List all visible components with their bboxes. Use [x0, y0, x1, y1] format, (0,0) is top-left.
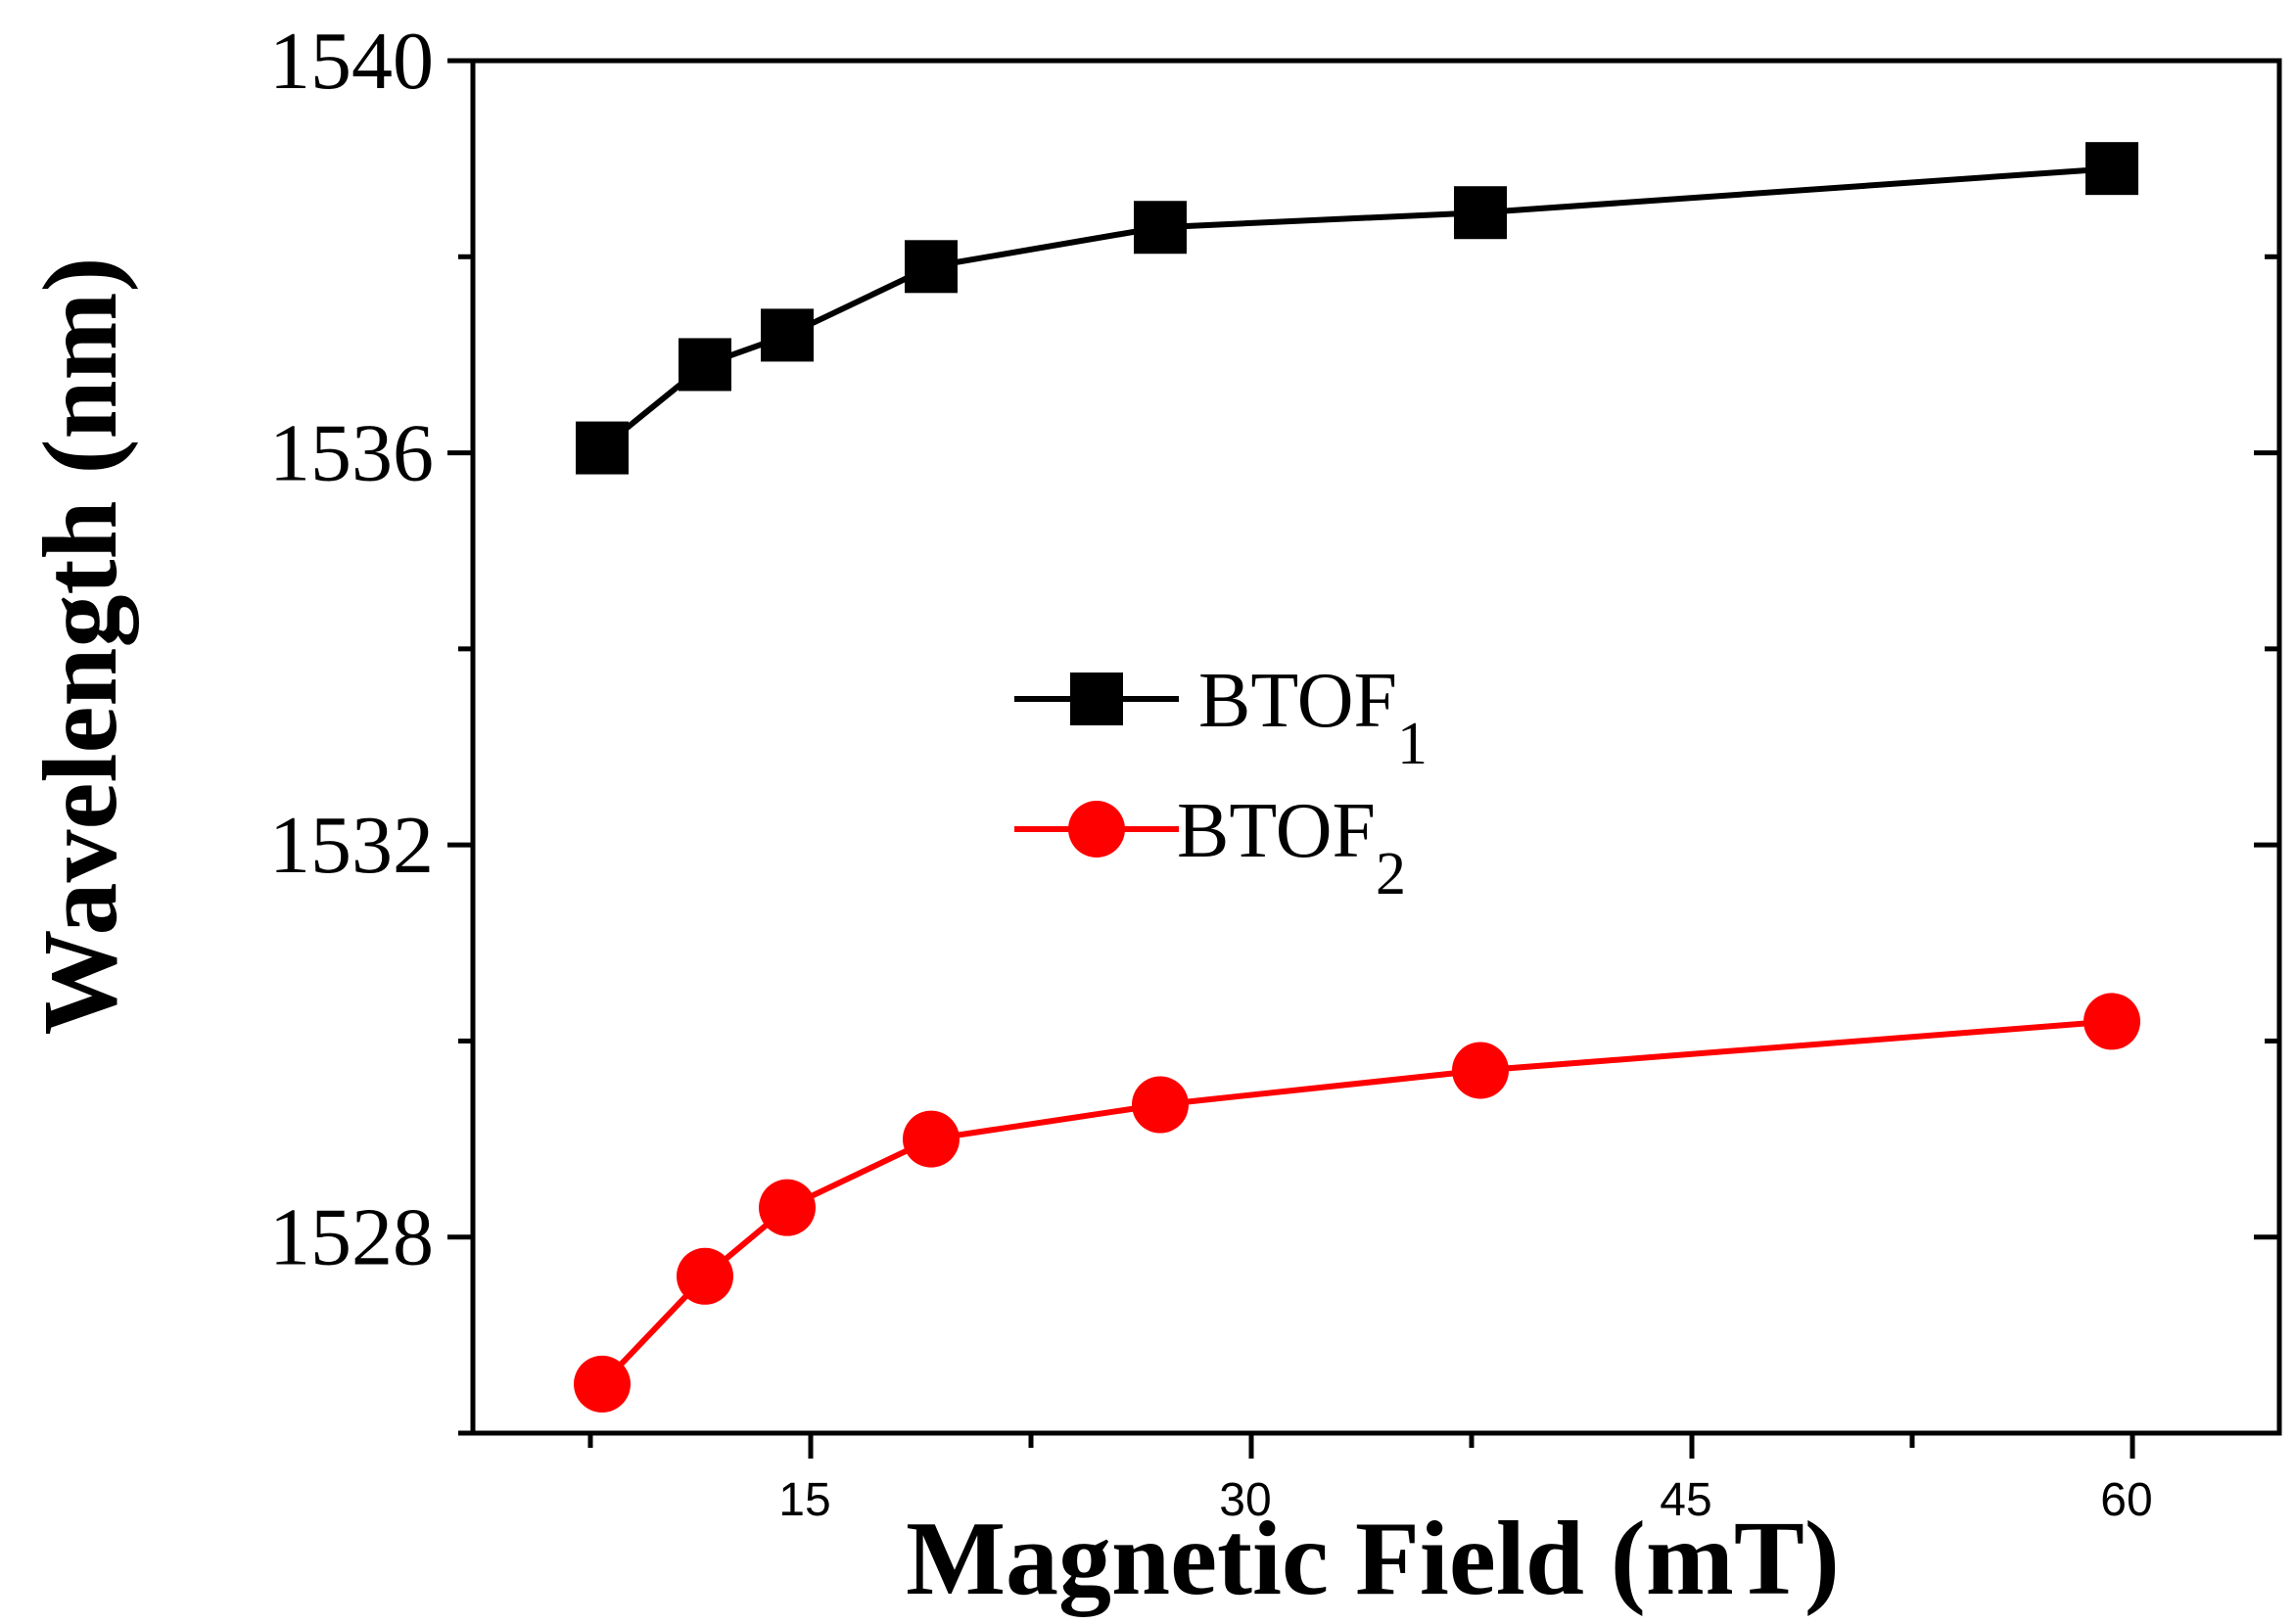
y-axis-title: Wavelength (nm)	[23, 257, 139, 1036]
plot-frame	[470, 58, 2282, 1436]
series-2-point	[574, 1355, 631, 1413]
series-2-point	[2084, 993, 2140, 1050]
series-1-point	[2085, 142, 2138, 196]
series-1-point	[905, 240, 958, 294]
series-2-point	[903, 1110, 960, 1168]
series-2-point	[1452, 1042, 1509, 1099]
y-tick-label: 1528	[269, 1192, 434, 1283]
legend-marker-1	[1070, 673, 1123, 725]
series-2-point	[759, 1179, 816, 1236]
series-layer	[574, 142, 2140, 1413]
y-tick-label: 1536	[269, 408, 434, 499]
y-tick-label: 1532	[269, 800, 434, 891]
series-1-point	[576, 421, 629, 475]
legend-label-2: BTOF2	[1177, 788, 1406, 907]
x-axis-title: Magnetic Field (mT)	[906, 1501, 1840, 1617]
axis-ticks: 1528 1532 1536 1540 15 30 45 60	[269, 16, 2279, 1526]
series-1-point	[761, 308, 814, 362]
legend-marker-2	[1068, 801, 1125, 858]
y-tick-label: 1540	[269, 16, 434, 107]
series-1-point	[1454, 186, 1507, 240]
x-tick-label: 15	[778, 1474, 830, 1526]
series-1-point	[1134, 201, 1187, 255]
series-2-point	[677, 1247, 733, 1305]
legend-subscript-1: 1	[1397, 711, 1428, 777]
legend-subscript-2: 2	[1376, 841, 1406, 907]
series-line-1	[600, 165, 2113, 450]
legend-label-1: BTOF1	[1198, 658, 1428, 777]
x-tick-label: 45	[1660, 1474, 1711, 1526]
series-line-2	[599, 1018, 2113, 1386]
x-tick-label: 60	[2100, 1474, 2152, 1526]
series-1-point	[679, 338, 731, 392]
series-2-point	[1132, 1076, 1189, 1134]
x-tick-label: 30	[1219, 1474, 1271, 1526]
